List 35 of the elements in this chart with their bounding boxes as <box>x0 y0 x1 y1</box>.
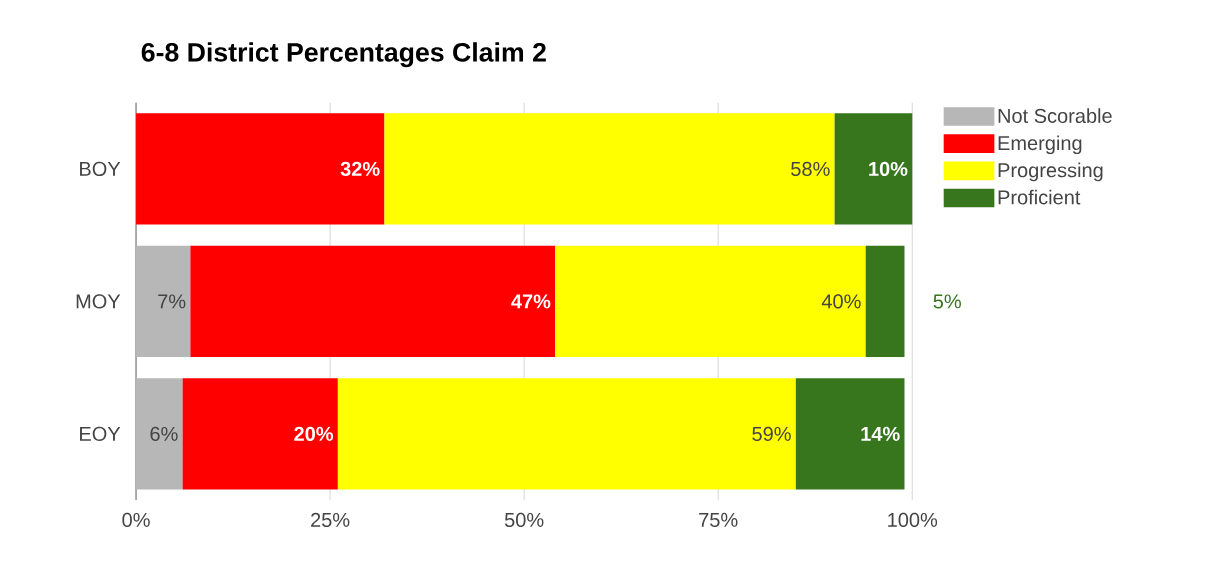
chart-title: 6-8 District Percentages Claim 2 <box>141 42 546 68</box>
y-tick-label: MOY <box>76 294 121 309</box>
bar <box>337 378 796 490</box>
data-label: 47% <box>511 294 551 309</box>
data-label: 20% <box>294 426 334 441</box>
x-tick-label: 75% <box>699 512 738 527</box>
data-label: 40% <box>821 294 861 309</box>
data-label: 58% <box>791 161 830 176</box>
bar <box>865 245 905 357</box>
data-label: 5% <box>933 294 961 309</box>
legend-label: Not Scorable <box>998 108 1112 123</box>
data-label: 32% <box>340 161 380 176</box>
data-label: 10% <box>869 161 908 176</box>
bar <box>190 245 556 357</box>
data-label: 14% <box>861 426 900 441</box>
data-label: 59% <box>752 426 791 441</box>
y-tick-label: BOY <box>80 161 121 176</box>
bar <box>834 113 913 225</box>
x-tick-label: 50% <box>504 512 544 527</box>
x-tick-label: 100% <box>888 512 938 527</box>
bar <box>795 378 905 490</box>
bar <box>136 378 183 490</box>
data-label: 6% <box>150 426 178 441</box>
bar <box>136 245 191 357</box>
bar <box>136 113 385 225</box>
bar <box>384 113 835 225</box>
bar <box>182 378 338 490</box>
legend-label: Progressing <box>998 162 1103 182</box>
data-label: 7% <box>158 294 186 309</box>
x-tick-label: 25% <box>311 512 350 527</box>
legend-label: Emerging <box>998 135 1082 155</box>
x-tick-label: 0% <box>122 512 150 527</box>
bar <box>555 245 866 357</box>
y-tick-label: EOY <box>80 426 121 441</box>
legend-label: Proficient <box>998 189 1081 205</box>
